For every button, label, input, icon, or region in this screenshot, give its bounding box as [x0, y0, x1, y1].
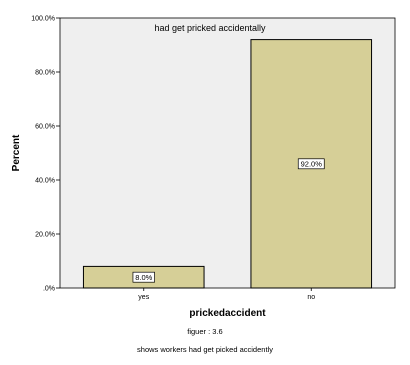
- data-label-box: [132, 271, 155, 283]
- y-axis: .0% 20.0% 40.0% 60.0% 80.0% 100.0%: [31, 16, 60, 293]
- chart-title: had get pricked accidentally: [154, 23, 266, 33]
- x-axis: yes no: [138, 288, 315, 301]
- x-tick-label: yes: [138, 294, 149, 301]
- bars-group: 8.0% 92.0%: [82, 39, 373, 289]
- y-tick-label: 60.0%: [35, 124, 55, 131]
- y-axis-title: Percent: [11, 134, 22, 171]
- y-tick-label: 40.0%: [35, 178, 55, 185]
- x-axis-title: prickedaccident: [189, 308, 266, 319]
- data-label: 8.0%: [135, 273, 152, 282]
- y-tick-label: 100.0%: [31, 16, 55, 23]
- y-tick-label: 80.0%: [35, 70, 55, 77]
- y-tick-label: 20.0%: [35, 232, 55, 239]
- y-tick-label: .0%: [43, 286, 55, 293]
- data-label-box: [297, 158, 325, 170]
- data-label: 92.0%: [301, 159, 323, 168]
- figure-description-caption: shows workers had get picked accidently: [137, 345, 273, 354]
- x-tick-label: no: [307, 294, 315, 301]
- figure-number-caption: figuer : 3.6: [187, 327, 223, 336]
